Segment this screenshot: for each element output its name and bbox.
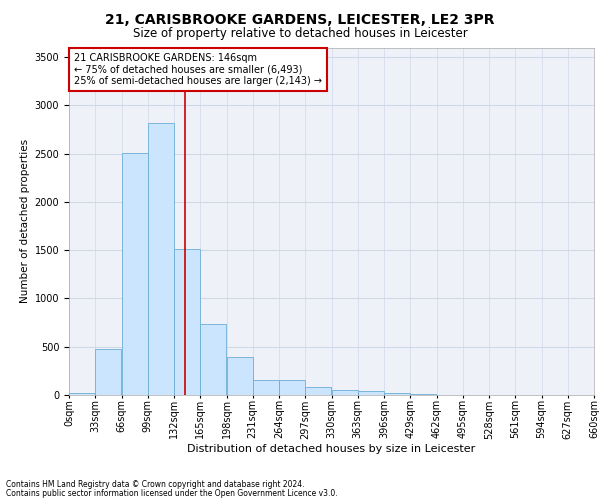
Bar bbox=[305, 388, 331, 395]
Bar bbox=[279, 380, 305, 395]
Bar bbox=[200, 324, 226, 395]
Bar bbox=[332, 390, 358, 395]
Bar bbox=[253, 380, 279, 395]
Bar bbox=[95, 348, 121, 395]
Bar bbox=[69, 392, 95, 395]
Text: Contains HM Land Registry data © Crown copyright and database right 2024.: Contains HM Land Registry data © Crown c… bbox=[6, 480, 305, 489]
Bar bbox=[174, 249, 200, 395]
Bar bbox=[148, 123, 174, 395]
Bar bbox=[122, 152, 148, 395]
Bar bbox=[410, 394, 436, 395]
Text: 21 CARISBROOKE GARDENS: 146sqm
← 75% of detached houses are smaller (6,493)
25% : 21 CARISBROOKE GARDENS: 146sqm ← 75% of … bbox=[74, 52, 322, 86]
Bar bbox=[358, 390, 384, 395]
Text: 21, CARISBROOKE GARDENS, LEICESTER, LE2 3PR: 21, CARISBROOKE GARDENS, LEICESTER, LE2 … bbox=[105, 12, 495, 26]
Text: Contains public sector information licensed under the Open Government Licence v3: Contains public sector information licen… bbox=[6, 488, 338, 498]
Y-axis label: Number of detached properties: Number of detached properties bbox=[20, 139, 31, 304]
X-axis label: Distribution of detached houses by size in Leicester: Distribution of detached houses by size … bbox=[187, 444, 476, 454]
Bar bbox=[384, 392, 410, 395]
Text: Size of property relative to detached houses in Leicester: Size of property relative to detached ho… bbox=[133, 28, 467, 40]
Bar bbox=[227, 358, 253, 395]
